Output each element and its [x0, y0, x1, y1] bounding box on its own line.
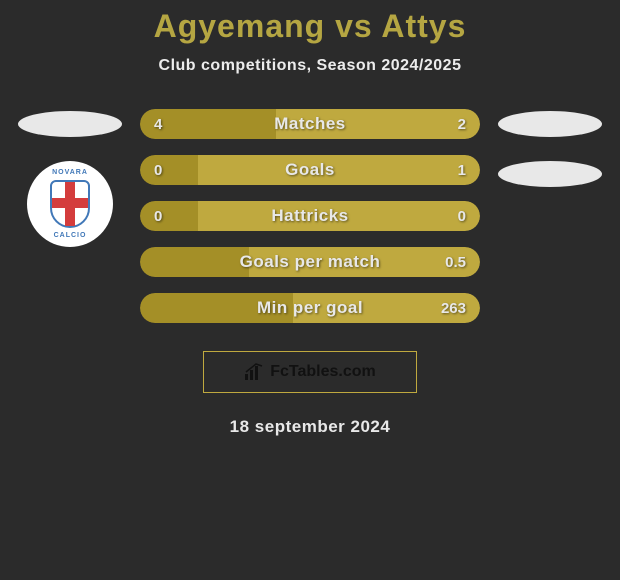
- stat-value-left: 0: [154, 208, 162, 225]
- stat-value-right: 2: [458, 116, 466, 133]
- stats-bars: Matches42Goals01Hattricks00Goals per mat…: [130, 107, 490, 323]
- stat-bar: Min per goal263: [140, 293, 480, 323]
- stat-value-right: 0.5: [445, 254, 466, 271]
- stat-value-left: 0: [154, 162, 162, 179]
- stat-label: Goals: [140, 160, 480, 180]
- date-text: 18 september 2024: [230, 417, 391, 437]
- stat-value-right: 0: [458, 208, 466, 225]
- stat-value-right: 263: [441, 300, 466, 317]
- subtitle: Club competitions, Season 2024/2025: [159, 57, 462, 75]
- stat-bar: Goals per match0.5: [140, 247, 480, 277]
- left-column: NOVARA CALCIO: [10, 107, 130, 247]
- club-shield-icon: [50, 180, 90, 228]
- stat-bar: Goals0 1: [140, 155, 480, 185]
- brand-box: FcTables.com: [203, 351, 417, 393]
- club-badge-left: NOVARA CALCIO: [27, 161, 113, 247]
- stat-value-left: 4: [154, 116, 162, 133]
- stat-bar: Matches4 2: [140, 109, 480, 139]
- stat-bar: Hattricks0 0: [140, 201, 480, 231]
- stat-label: Hattricks: [140, 206, 480, 226]
- stat-label: Matches: [140, 114, 480, 134]
- right-column: [490, 107, 610, 211]
- player-photo-placeholder-right: [498, 111, 602, 137]
- stat-label: Min per goal: [140, 298, 480, 318]
- club-badge-text-bottom: CALCIO: [54, 232, 87, 239]
- bar-chart-icon: [244, 363, 266, 381]
- stat-value-right: 1: [458, 162, 466, 179]
- stat-label: Goals per match: [140, 252, 480, 272]
- page-title: Agyemang vs Attys: [154, 8, 467, 45]
- player-photo-placeholder-left: [18, 111, 122, 137]
- club-badge-placeholder-right: [498, 161, 602, 187]
- main-row: NOVARA CALCIO Matches42Goals01Hattricks0…: [0, 107, 620, 323]
- club-badge-text-top: NOVARA: [52, 169, 88, 176]
- brand-text: FcTables.com: [270, 363, 376, 381]
